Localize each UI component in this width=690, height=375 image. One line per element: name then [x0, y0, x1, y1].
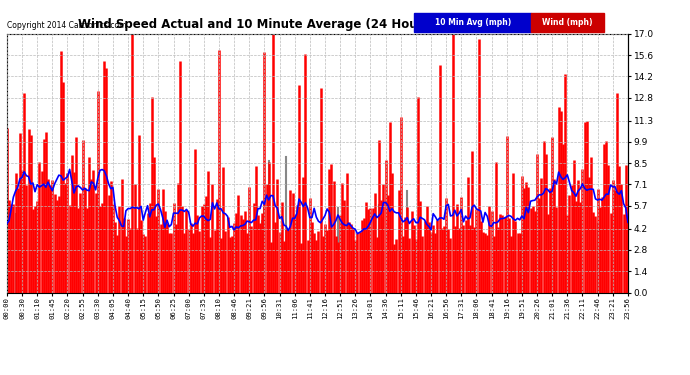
- Title: Wind Speed Actual and 10 Minute Average (24 Hours)  (New)  20140115: Wind Speed Actual and 10 Minute Average …: [78, 18, 557, 31]
- Text: Wind (mph): Wind (mph): [542, 18, 593, 27]
- Text: Copyright 2014 Cartronics.com: Copyright 2014 Cartronics.com: [7, 21, 126, 30]
- Text: 10 Min Avg (mph): 10 Min Avg (mph): [435, 18, 511, 27]
